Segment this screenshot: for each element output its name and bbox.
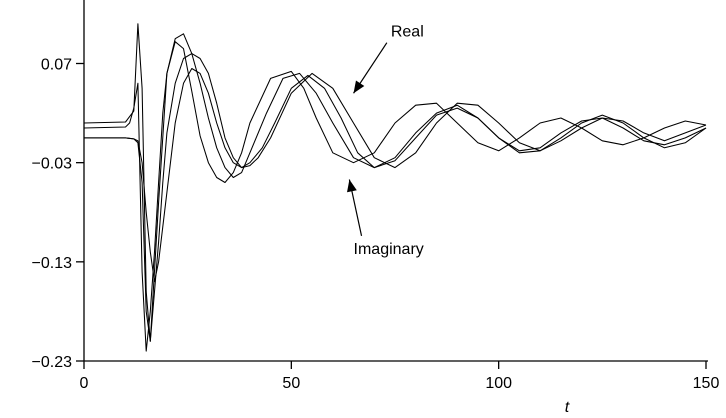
x-tick-label: 0 [80, 375, 89, 392]
axes: 0.07 −0.03 −0.13 −0.23 0 50 100 150 t [32, 0, 720, 416]
y-tick-label: −0.23 [32, 354, 73, 371]
series-line-4 [84, 67, 707, 283]
y-tick-label: −0.13 [32, 255, 73, 272]
annotation-label: Real [391, 24, 424, 41]
series-line-3 [84, 53, 707, 342]
x-tick-label: 100 [485, 375, 512, 392]
annotation-arrowhead [353, 80, 365, 94]
y-tick-label: 0.07 [41, 57, 72, 74]
x-axis-label: t [565, 399, 570, 416]
annotation-label: Imaginary [354, 241, 424, 258]
y-tick-label: −0.03 [32, 156, 73, 173]
series-layer [83, 23, 707, 352]
series-line-1 [83, 23, 707, 342]
annotation-arrowhead [347, 179, 357, 193]
series-line-2 [83, 33, 707, 352]
annotation-layer: Real Imaginary [347, 24, 424, 258]
x-tick-label: 50 [282, 375, 300, 392]
x-tick-label: 150 [693, 375, 720, 392]
